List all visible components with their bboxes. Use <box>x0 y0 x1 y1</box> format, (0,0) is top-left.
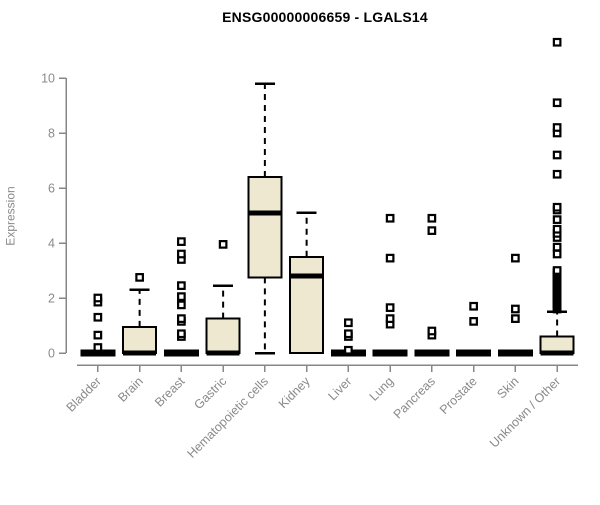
outlier-point <box>177 300 186 310</box>
y-axis-tick-label: 0 <box>48 347 55 361</box>
y-axis-title-text: Expression <box>4 185 18 246</box>
boxplot-group-kidney <box>289 211 325 354</box>
outlier-point <box>552 202 562 212</box>
median-bar <box>414 349 450 357</box>
outlier-point <box>552 242 562 252</box>
boxplot-group-pancreas <box>414 213 450 357</box>
boxplot-group-liver <box>330 318 366 357</box>
boxplot-group-hematopoietic-cells <box>247 82 283 355</box>
x-axis-label-breast: Breast <box>152 374 188 410</box>
box <box>289 255 325 354</box>
outlier-point <box>218 240 228 249</box>
outlier-point <box>552 98 562 108</box>
boxplot-group-gastric <box>205 240 241 356</box>
x-axis-label-skin: Skin <box>494 374 521 401</box>
median-bar <box>372 349 408 357</box>
outlier-point <box>552 215 562 224</box>
outlier-point <box>93 312 103 322</box>
boxplot-group-prostate <box>456 301 492 357</box>
boxplot-group-bladder <box>80 293 116 357</box>
y-axis-tick-label: 10 <box>41 72 55 86</box>
outlier-point <box>385 213 395 223</box>
y-axis-tick-label: 4 <box>48 237 55 251</box>
median-bar <box>456 349 492 357</box>
outlier-point <box>177 329 186 339</box>
y-axis-tick-label: 2 <box>48 292 55 306</box>
outlier-point <box>427 213 437 223</box>
box <box>247 176 283 279</box>
outlier-point <box>93 330 103 340</box>
x-axis-label-pancreas: Pancreas <box>391 374 438 421</box>
x-axis-label-kidney: Kidney <box>276 374 313 411</box>
outlier-point <box>552 266 562 275</box>
boxplot-group-breast <box>163 237 199 357</box>
y-axis: 0 2 4 6 8 10 <box>41 72 67 361</box>
x-axis-label-bladder: Bladder <box>64 374 104 414</box>
outlier-point <box>511 304 520 314</box>
median-bar <box>80 349 116 357</box>
x-axis-label-prostate: Prostate <box>437 374 480 417</box>
median-bar <box>163 349 199 357</box>
outlier-point <box>177 237 186 246</box>
outlier-point <box>93 293 103 303</box>
x-axis-label-lung: Lung <box>367 374 397 404</box>
y-axis-tick-label: 8 <box>48 127 55 141</box>
outlier-point <box>344 318 353 328</box>
box <box>205 317 241 354</box>
outlier-point <box>552 249 562 259</box>
outlier-point <box>511 253 520 263</box>
outlier-point <box>344 345 353 355</box>
outlier-point <box>177 314 186 323</box>
outlier-point <box>552 150 562 160</box>
outlier-point <box>469 301 478 311</box>
outlier-point <box>385 314 395 323</box>
x-axis-label-unknown-other: Unknown / Other <box>487 374 563 450</box>
outlier-point <box>177 249 186 259</box>
boxplot-group-brain <box>122 273 158 356</box>
chart-title: ENSG00000006659 - LGALS14 <box>222 9 428 25</box>
y-axis-tick-label: 6 <box>48 182 55 196</box>
outlier-point <box>552 37 562 47</box>
outlier-point <box>177 281 186 290</box>
outlier-point <box>93 343 103 352</box>
x-axis-label-hematopoietic-cells: Hematopoietic cells <box>184 374 271 461</box>
median-bar <box>497 349 533 357</box>
x-axis-label-brain: Brain <box>115 374 146 405</box>
outlier-point <box>552 169 562 179</box>
boxplot-group-lung <box>372 213 408 357</box>
outlier-point <box>511 314 520 323</box>
box <box>122 325 158 354</box>
outlier-point <box>177 292 186 301</box>
outlier-point <box>427 226 437 235</box>
y-axis-title: Expression <box>2 78 20 353</box>
outlier-point <box>344 329 353 339</box>
boxplot-group-unknown-other <box>539 37 575 356</box>
x-axis-label-gastric: Gastric <box>191 374 229 412</box>
outlier-point <box>552 224 562 234</box>
outlier-point <box>469 317 478 326</box>
x-axis-label-liver: Liver <box>325 374 354 403</box>
outlier-point <box>427 326 437 336</box>
outlier-point <box>135 273 144 282</box>
outlier-point <box>385 253 395 263</box>
outlier-point <box>385 303 395 312</box>
boxplot-group-skin <box>497 253 533 357</box>
outlier-point <box>552 123 562 132</box>
